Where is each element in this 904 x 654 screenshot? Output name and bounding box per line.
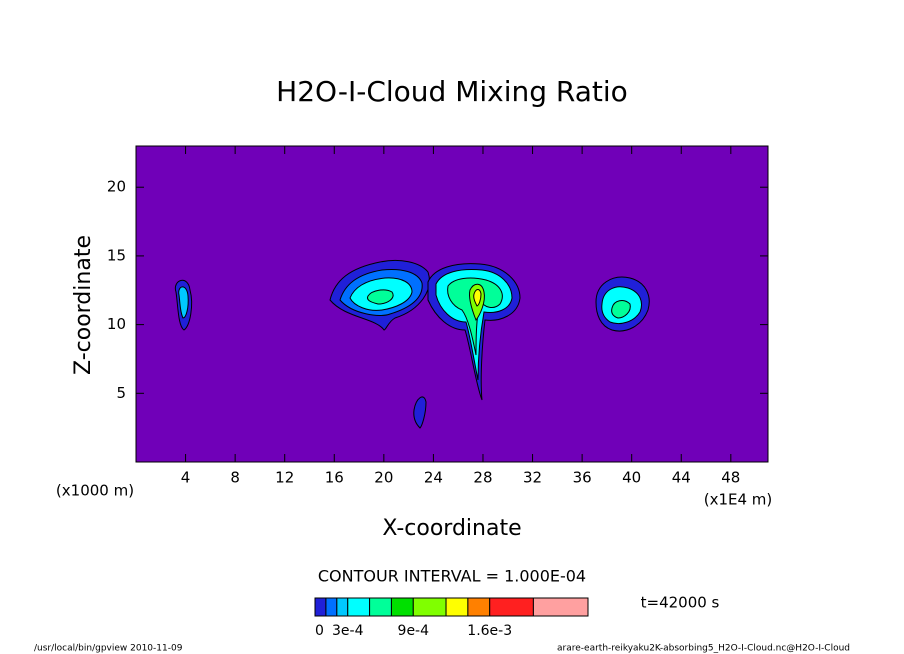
x-tick-label: 32 (523, 469, 542, 487)
x-tick-label: 16 (325, 469, 344, 487)
x-unit-left: (x1000 m) (56, 482, 134, 500)
x-tick-label: 44 (672, 469, 691, 487)
colorbar-box (390, 597, 414, 617)
colorbar-box (369, 597, 392, 617)
x-tick-label: 40 (622, 469, 641, 487)
time-label: t=42000 s (641, 594, 720, 612)
chart-title: H2O-I-Cloud Mixing Ratio (276, 75, 628, 108)
colorbar-box (336, 597, 349, 617)
x-tick-label: 12 (275, 469, 294, 487)
colorbar-box (532, 597, 589, 617)
x-tick-label: 4 (181, 469, 191, 487)
y-tick-label: 20 (107, 178, 126, 196)
colorbar-label: 3e-4 (332, 623, 364, 639)
footer-right: arare-earth-reikyaku2K-absorbing5_H2O-I-… (557, 644, 850, 654)
x-tick-label: 24 (424, 469, 443, 487)
colorbar-label: 0 (315, 623, 324, 639)
colorbar-box (325, 597, 338, 617)
x-unit-right: (x1E4 m) (704, 491, 773, 509)
footer-left: /usr/local/bin/gpview 2010-11-09 (34, 644, 183, 654)
contour-interval: CONTOUR INTERVAL = 1.000E-04 (318, 567, 586, 586)
y-tick-label: 15 (107, 246, 126, 264)
x-tick-label: 8 (230, 469, 240, 487)
y-tick-label: 5 (116, 384, 126, 402)
x-tick-label: 36 (573, 469, 592, 487)
colorbar-label: 1.6e-3 (467, 623, 512, 639)
contours (174, 259, 650, 429)
x-axis-label: X-coordinate (382, 516, 521, 541)
x-tick-label: 20 (374, 469, 393, 487)
x-tick-label: 48 (721, 469, 740, 487)
colorbar-box (347, 597, 371, 617)
plot-frame (135, 145, 769, 463)
colorbar-box (489, 597, 534, 617)
x-tick-label: 28 (473, 469, 492, 487)
colorbar-box (467, 597, 491, 617)
y-tick-label: 10 (107, 315, 126, 333)
colorbar-box (314, 597, 327, 617)
colorbar-label: 9e-4 (398, 623, 430, 639)
colorbar-box (412, 597, 447, 617)
y-axis-label: Z-coordinate (71, 235, 96, 375)
colorbar-box (445, 597, 469, 617)
